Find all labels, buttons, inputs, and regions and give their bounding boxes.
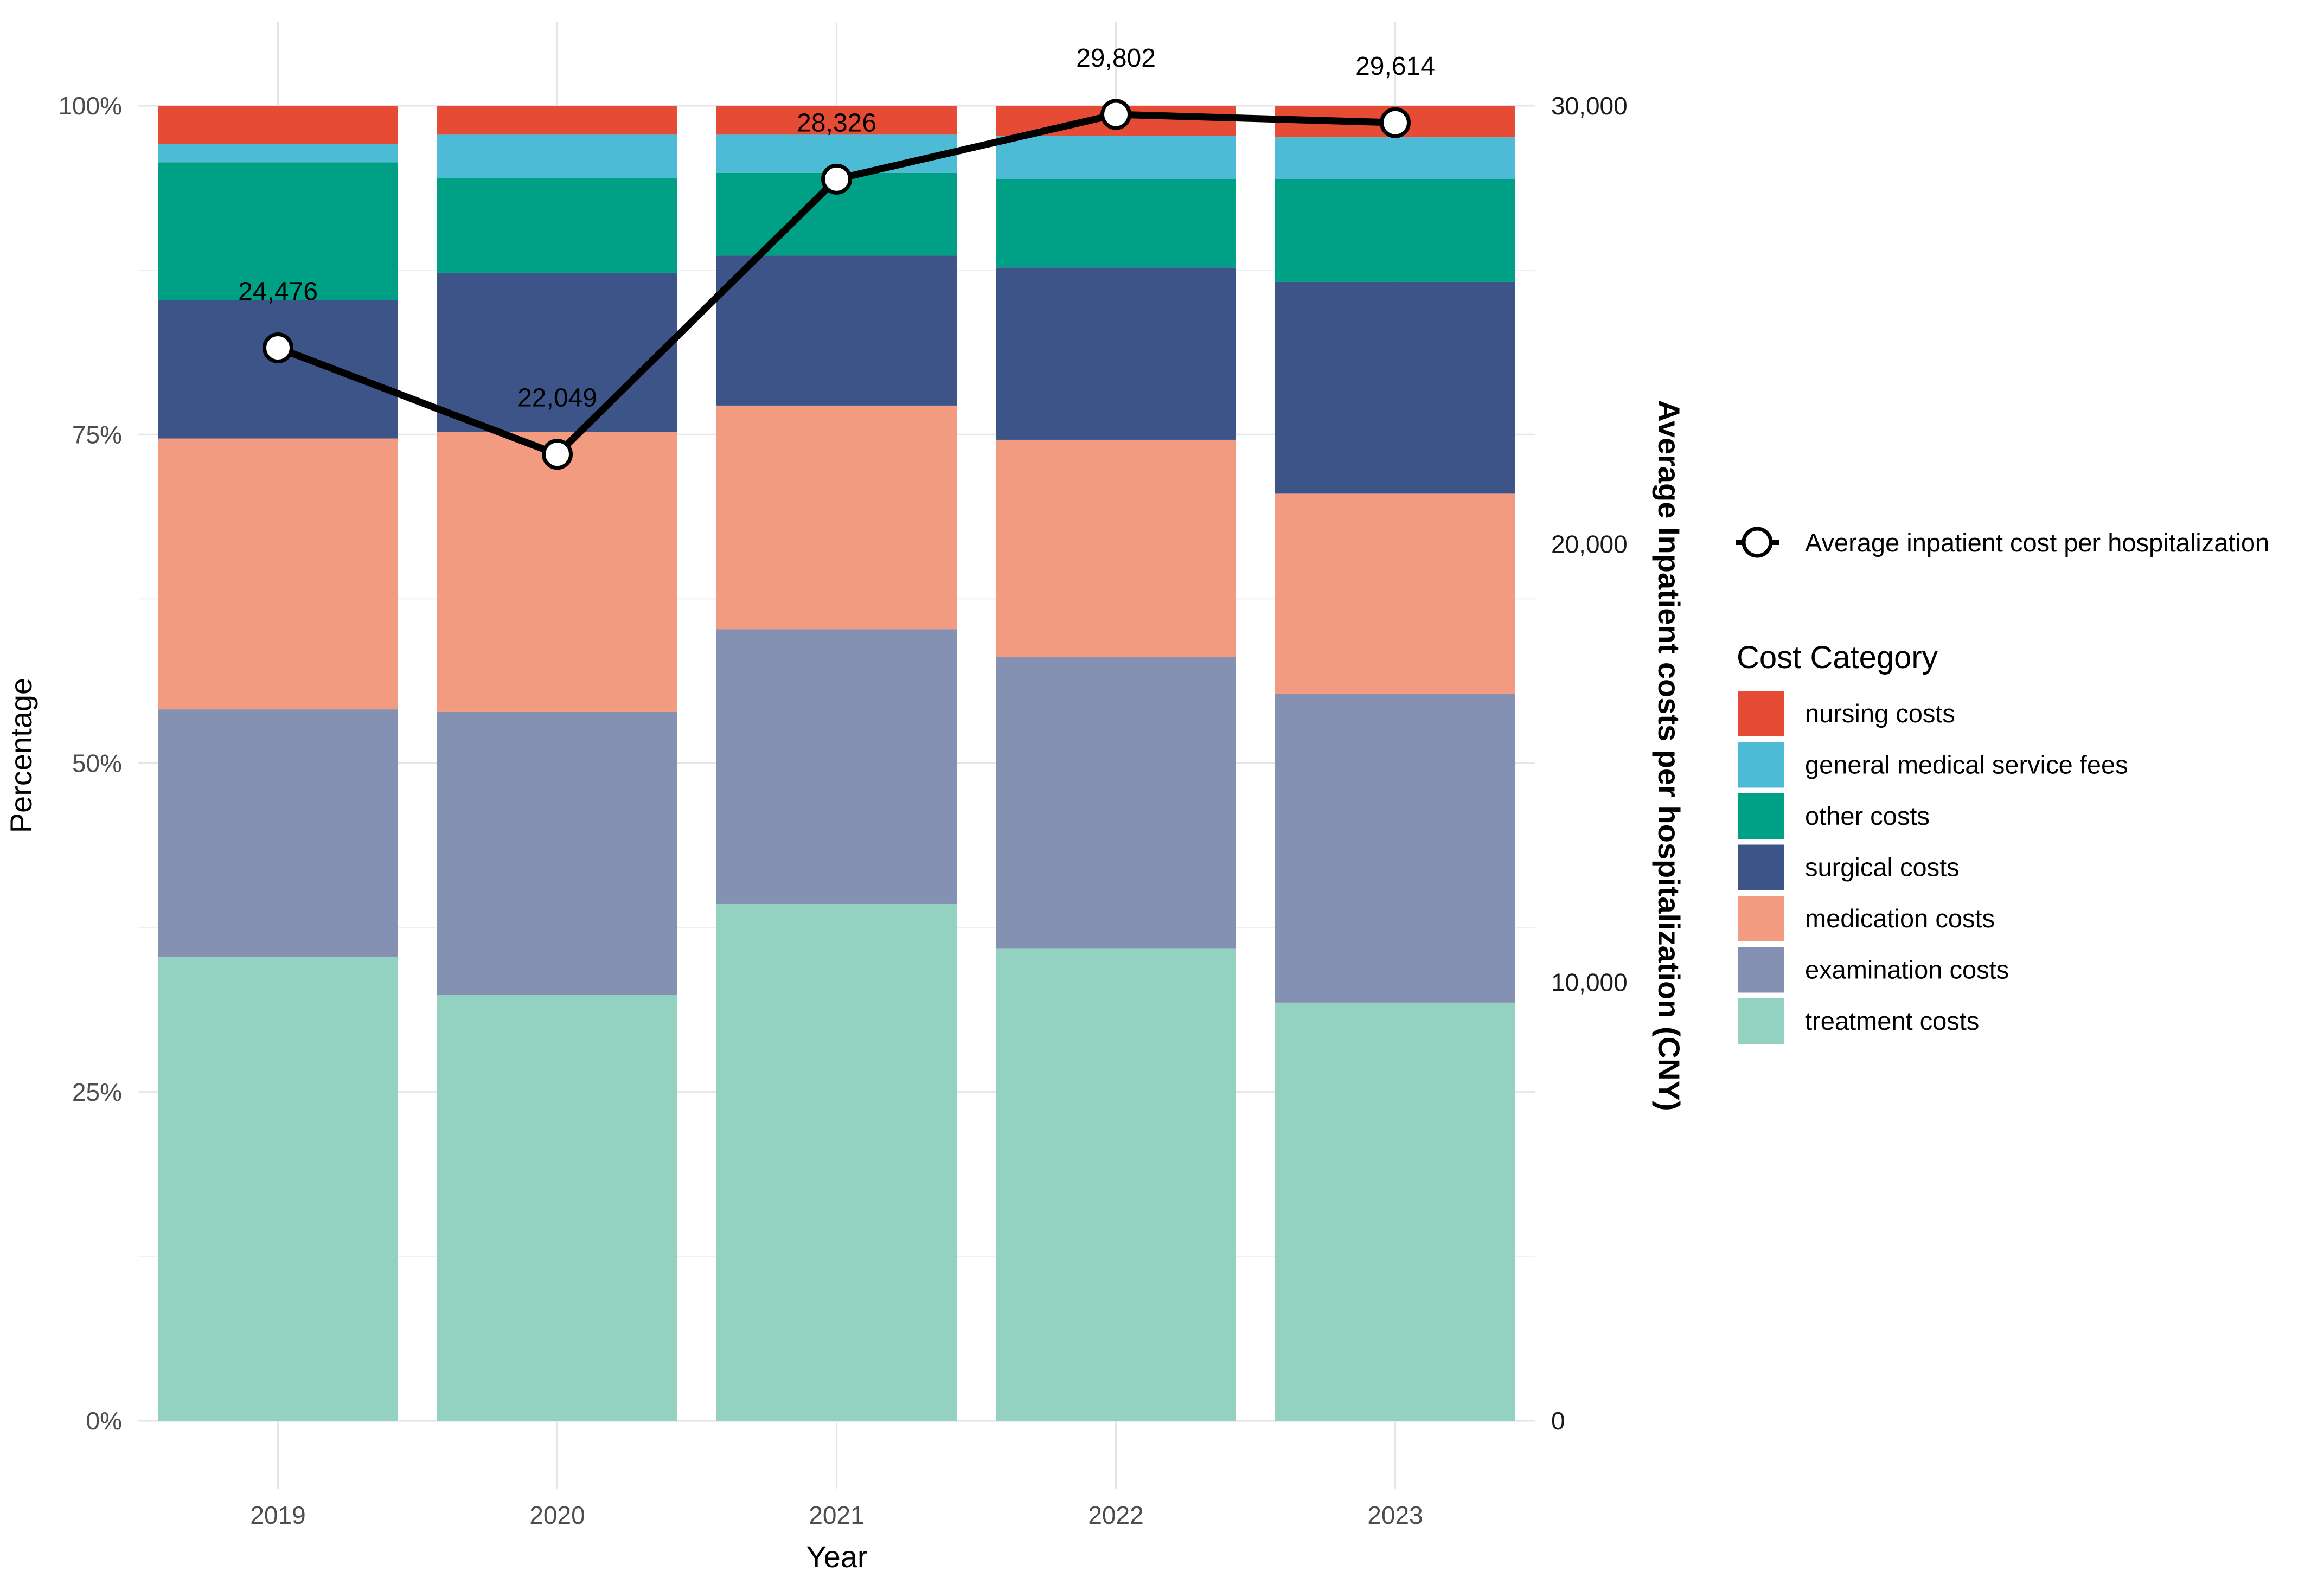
legend-item-label: treatment costs xyxy=(1805,1006,1979,1035)
bar-segment-medication-costs-2021 xyxy=(716,405,957,630)
line-point-label: 29,802 xyxy=(1076,44,1156,73)
bar-segment-examination-costs-2020 xyxy=(437,711,677,995)
bar-segment-surgical-costs-2019 xyxy=(158,300,398,439)
legend-swatch-medication-costs xyxy=(1738,896,1784,941)
legend-swatch-examination-costs xyxy=(1738,947,1784,993)
bar-segment-treatment-costs-2020 xyxy=(437,995,677,1421)
x-tick-label: 2020 xyxy=(529,1501,585,1529)
bar-segment-other-costs-2023 xyxy=(1275,179,1515,282)
bar-segment-medication-costs-2020 xyxy=(437,432,677,712)
bars-layer xyxy=(158,106,1515,1421)
legend-swatch-treatment-costs xyxy=(1738,998,1784,1044)
y2-tick-label: 10,000 xyxy=(1551,969,1628,997)
legend-item-label: other costs xyxy=(1805,801,1930,830)
y-tick-label: 25% xyxy=(72,1078,122,1106)
line-point-2021 xyxy=(821,163,852,195)
line-point-label: 22,049 xyxy=(517,384,597,413)
line-point-2020 xyxy=(542,439,573,470)
x-tick-label: 2022 xyxy=(1088,1501,1143,1529)
y2-axis-title: Average Inpatient costs per hospitalizat… xyxy=(1652,400,1686,1111)
bar-segment-examination-costs-2023 xyxy=(1275,693,1515,1003)
bar-segment-nursing-costs-2021 xyxy=(716,106,957,135)
bar-segment-general-medical-service-fees-2022 xyxy=(996,136,1236,179)
legend-swatch-nursing-costs xyxy=(1738,691,1784,736)
x-axis-title: Year xyxy=(806,1540,867,1574)
bar-segment-treatment-costs-2023 xyxy=(1275,1002,1515,1421)
bar-segment-general-medical-service-fees-2019 xyxy=(158,144,398,163)
legend-layer: Average inpatient cost per hospitalizati… xyxy=(1736,527,2269,1044)
line-point-2022 xyxy=(1100,99,1131,130)
bar-segment-examination-costs-2019 xyxy=(158,709,398,957)
bar-segment-examination-costs-2022 xyxy=(996,657,1236,949)
y-tick-label: 75% xyxy=(72,420,122,448)
line-point-label: 28,326 xyxy=(797,108,876,137)
line-point-label: 24,476 xyxy=(238,278,318,306)
legend-item-label: surgical costs xyxy=(1805,853,1960,882)
bar-segment-other-costs-2022 xyxy=(996,179,1236,268)
legend-swatch-surgical-costs xyxy=(1738,844,1784,890)
bar-segment-nursing-costs-2019 xyxy=(158,106,398,144)
bar-segment-medication-costs-2022 xyxy=(996,439,1236,657)
y-tick-label: 0% xyxy=(86,1407,122,1435)
bar-segment-surgical-costs-2021 xyxy=(716,255,957,406)
bar-segment-other-costs-2019 xyxy=(158,162,398,300)
axes-layer: 0% 25% 50% 75% 100% 0 10,000 20,000 30,000 2019 20… xyxy=(4,92,1686,1574)
line-point-2023 xyxy=(1380,107,1411,138)
legend-item-label: nursing costs xyxy=(1805,699,1955,728)
legend-item-label: general medical service fees xyxy=(1805,751,2128,779)
line-point-2019 xyxy=(263,332,293,364)
bar-segment-surgical-costs-2022 xyxy=(996,267,1236,440)
y2-tick-label: 20,000 xyxy=(1551,530,1628,558)
y2-tick-label: 30,000 xyxy=(1551,92,1628,120)
bar-segment-medication-costs-2023 xyxy=(1275,493,1515,694)
bar-segment-other-costs-2020 xyxy=(437,178,677,273)
bar-segment-nursing-costs-2020 xyxy=(437,106,677,135)
bar-segment-examination-costs-2021 xyxy=(716,629,957,904)
legend-swatch-general-medical-service-fees xyxy=(1738,742,1784,788)
bar-segment-general-medical-service-fees-2020 xyxy=(437,134,677,178)
bar-segment-surgical-costs-2020 xyxy=(437,272,677,432)
bar-segment-treatment-costs-2019 xyxy=(158,956,398,1421)
line-layer: 24,476 22,049 28,326 29,802 29,614 xyxy=(238,44,1435,470)
line-point-label: 29,614 xyxy=(1355,52,1435,81)
y-axis-title: Percentage xyxy=(4,678,38,833)
bar-segment-general-medical-service-fees-2023 xyxy=(1275,137,1515,179)
bar-segment-treatment-costs-2022 xyxy=(996,948,1236,1421)
bar-segment-treatment-costs-2021 xyxy=(716,903,957,1421)
legend-title: Cost Category xyxy=(1737,640,1938,675)
x-tick-label: 2023 xyxy=(1367,1501,1423,1529)
legend-line-marker xyxy=(1742,527,1773,558)
x-tick-label: 2019 xyxy=(250,1501,305,1529)
legend-item-label: medication costs xyxy=(1805,904,1995,933)
legend-line-label: Average inpatient cost per hospitalizati… xyxy=(1805,528,2269,557)
y2-tick-label: 0 xyxy=(1551,1407,1565,1435)
y-tick-label: 100% xyxy=(58,92,122,120)
legend-item-label: examination costs xyxy=(1805,955,2009,984)
legend-swatch-other-costs xyxy=(1738,793,1784,839)
bar-segment-medication-costs-2019 xyxy=(158,438,398,710)
bar-segment-surgical-costs-2023 xyxy=(1275,281,1515,494)
y-tick-label: 50% xyxy=(72,749,122,778)
x-tick-label: 2021 xyxy=(809,1501,864,1529)
